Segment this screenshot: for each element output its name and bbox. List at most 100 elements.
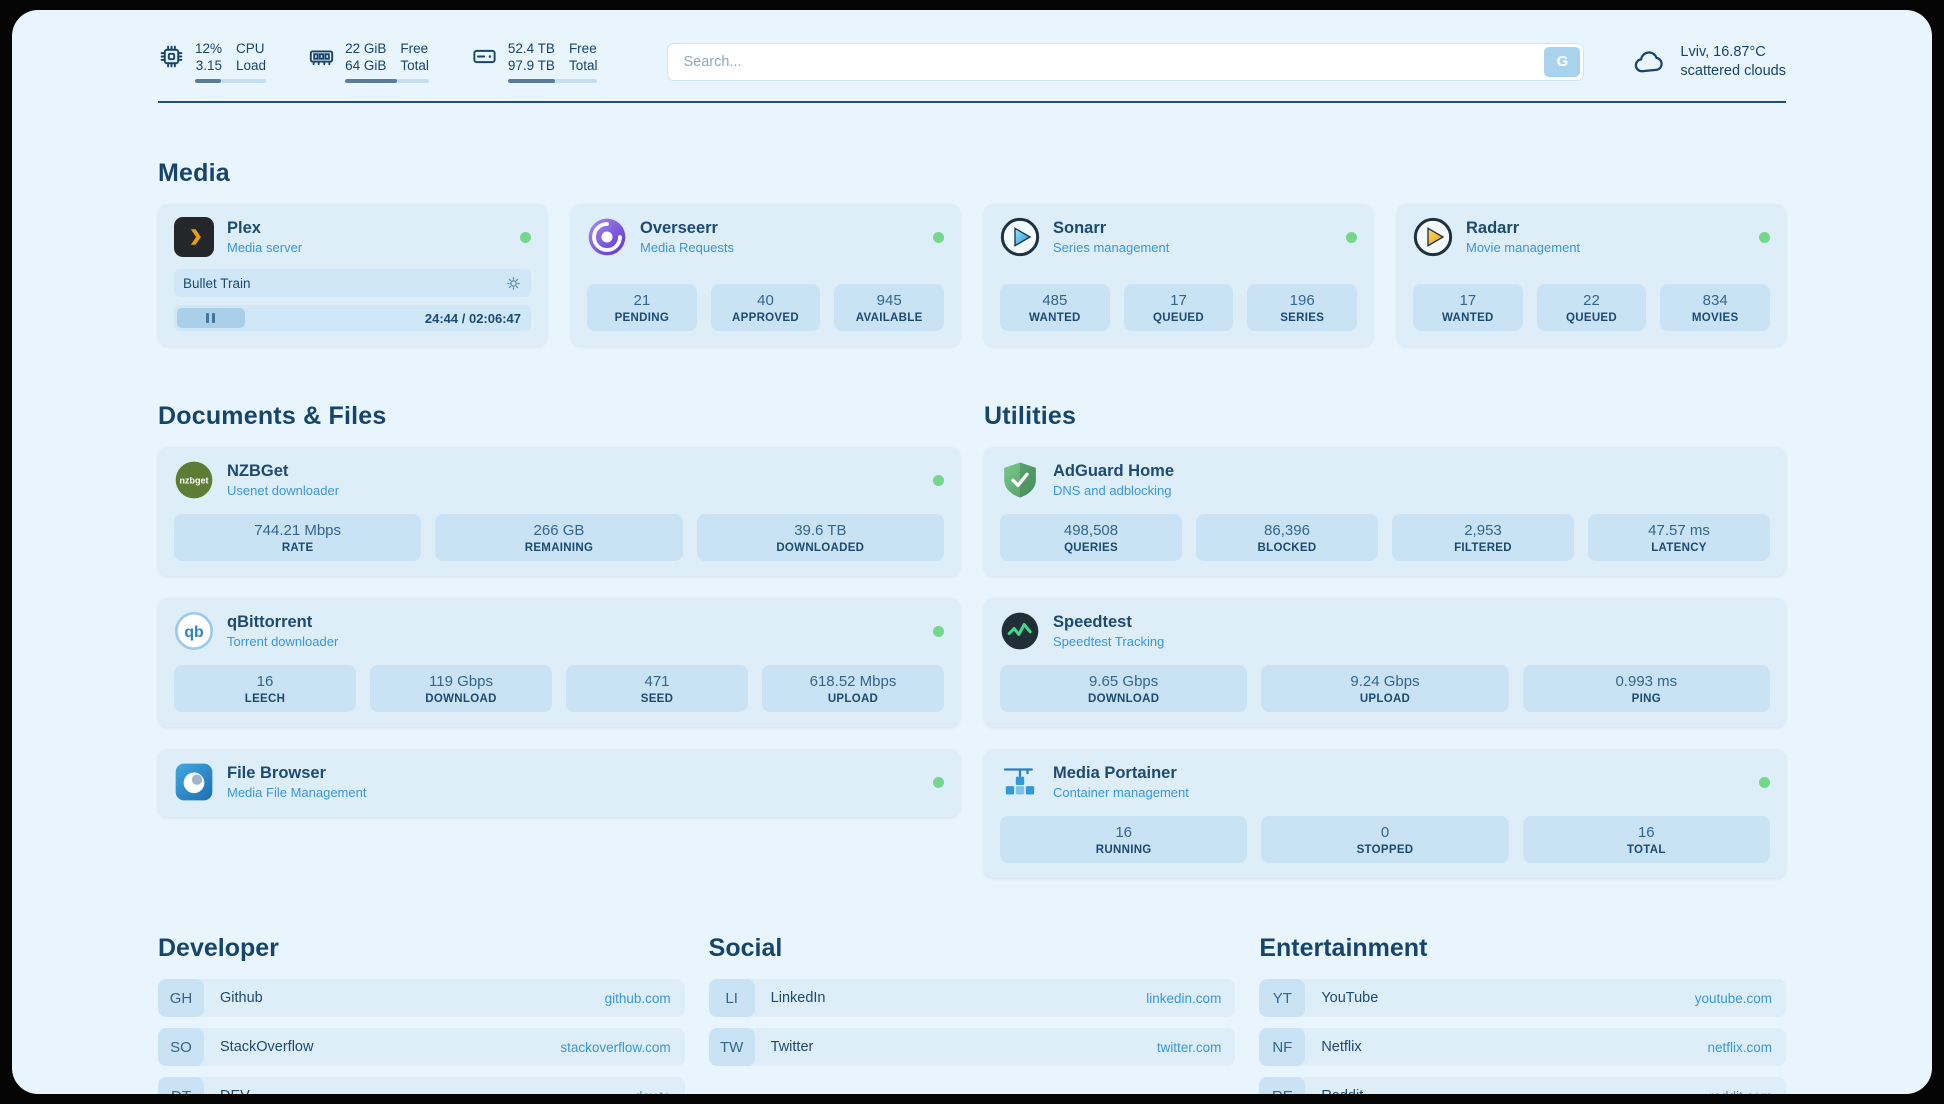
section-title-utilities: Utilities (984, 402, 1077, 430)
status-dot (933, 231, 944, 243)
service-card-overseerr[interactable]: Overseerr Media Requests 21 PENDING 40 A… (571, 204, 960, 346)
bookmark-name: LinkedIn (770, 990, 826, 1006)
plex-icon (174, 217, 214, 257)
bookmark-abbr: DT (158, 1077, 204, 1094)
portainer-icon (1000, 762, 1040, 802)
bookmark-title-entertainment: Entertainment (1259, 934, 1428, 962)
bookmark-dev[interactable]: DT DEV dev.to (158, 1077, 685, 1094)
bookmark-url: youtube.com (1694, 990, 1772, 1006)
disk-value-1: 52.4 TB (507, 41, 555, 56)
top-bar: 12% 3.15 CPU Load (158, 40, 1786, 83)
stat-downloaded: 39.6 TB DOWNLOADED (696, 514, 944, 561)
disk-label-1: Free (568, 41, 597, 56)
topbar-divider (158, 101, 1786, 103)
bookmark-name: Netflix (1321, 1039, 1362, 1055)
stat-remaining: 266 GB REMAINING (435, 514, 683, 561)
bookmark-url: github.com (604, 990, 671, 1006)
search-bar: G (667, 42, 1585, 81)
bookmark-abbr: TW (708, 1028, 755, 1066)
stat-total: 16 TOTAL (1522, 816, 1770, 863)
bookmark-url: stackoverflow.com (560, 1039, 671, 1055)
bookmark-column-social: Social LI LinkedIn linkedin.com TW Twitt… (708, 888, 1236, 1094)
service-card-portainer[interactable]: Media Portainer Container management 16 … (984, 749, 1786, 878)
bookmark-netflix[interactable]: NF Netflix netflix.com (1259, 1028, 1786, 1066)
stat-download: 119 Gbps DOWNLOAD (370, 665, 552, 712)
service-card-speedtest[interactable]: Speedtest Speedtest Tracking 9.65 Gbps D… (984, 598, 1786, 727)
cpu-label-2: Load (236, 58, 267, 73)
service-card-radarr[interactable]: Radarr Movie management 17 WANTED 22 QUE… (1397, 204, 1786, 346)
stat-upload: 9.24 Gbps UPLOAD (1261, 665, 1509, 712)
bookmark-github[interactable]: GH Github github.com (158, 979, 685, 1017)
service-name: NZBGet (227, 462, 289, 480)
service-subtitle: Series management (1053, 240, 1170, 255)
service-subtitle: Media Requests (640, 240, 734, 255)
bookmark-url: dev.to (635, 1089, 685, 1095)
playback-time: 24:44 / 02:06:47 (424, 310, 521, 326)
nzbget-icon: nzbget (174, 460, 214, 500)
weather-location: Lviv, 16.87°C (1680, 43, 1766, 60)
ram-label-1: Free (400, 41, 429, 56)
playback-progress-bar[interactable]: 24:44 / 02:06:47 (174, 305, 531, 331)
cloud-icon (1635, 50, 1664, 72)
status-dot (1346, 231, 1357, 243)
bookmark-title-social: Social (708, 934, 783, 962)
cpu-label-1: CPU (236, 41, 265, 56)
service-card-filebrowser[interactable]: File Browser Media File Management (158, 749, 960, 817)
cpu-value-2: 3.15 (195, 58, 223, 73)
bookmark-column-entertainment: Entertainment YT YouTube youtube.com NF … (1259, 888, 1786, 1094)
bookmark-youtube[interactable]: YT YouTube youtube.com (1259, 979, 1786, 1017)
documents-column: Documents & Files nzbget NZBGet U (158, 346, 960, 817)
service-name: qBittorrent (227, 613, 313, 631)
bookmark-reddit[interactable]: RE Reddit reddit.com (1259, 1077, 1786, 1094)
dashboard-frame: 12% 3.15 CPU Load (12, 10, 1932, 1094)
stat-leech: 16 LEECH (174, 665, 356, 712)
pause-icon[interactable] (177, 308, 245, 328)
stat-upload: 618.52 Mbps UPLOAD (762, 665, 944, 712)
overseerr-icon (587, 217, 627, 257)
filebrowser-icon (174, 762, 214, 802)
search-engine-button[interactable]: G (1544, 46, 1581, 77)
service-card-plex[interactable]: Plex Media server Bullet Train 24:44 / 0… (158, 204, 547, 346)
weather-condition: scattered clouds (1680, 62, 1786, 79)
qbittorrent-icon: qb (174, 611, 214, 651)
gear-icon[interactable] (505, 275, 522, 292)
sonarr-icon (1000, 217, 1040, 257)
stat-rate: 744.21 Mbps RATE (174, 514, 422, 561)
stat-wanted: 485 WANTED (1000, 284, 1110, 331)
ram-value-1: 22 GiB (345, 41, 387, 56)
stat-queued: 22 QUEUED (1536, 284, 1647, 331)
cpu-progress-bar (195, 79, 267, 83)
stat-download: 9.65 Gbps DOWNLOAD (1000, 665, 1248, 712)
service-name: Overseerr (640, 219, 718, 237)
status-dot (933, 776, 944, 788)
bookmark-linkedin[interactable]: LI LinkedIn linkedin.com (708, 979, 1236, 1017)
now-playing-title: Bullet Train (183, 275, 251, 291)
ram-value-2: 64 GiB (345, 58, 387, 73)
disk-monitor: 52.4 TB 97.9 TB Free Total (471, 40, 598, 83)
search-input[interactable] (671, 53, 1545, 70)
stat-available: 945 AVAILABLE (834, 284, 945, 331)
bookmark-stackoverflow[interactable]: SO StackOverflow stackoverflow.com (158, 1028, 685, 1066)
stat-running: 16 RUNNING (1000, 816, 1248, 863)
stat-pending: 21 PENDING (587, 284, 697, 331)
bookmark-abbr: SO (158, 1028, 204, 1066)
disk-value-2: 97.9 TB (507, 58, 555, 73)
service-card-qbittorrent[interactable]: qb qBittorrent Torrent downloader 16 LEE… (158, 598, 960, 727)
bookmark-twitter[interactable]: TW Twitter twitter.com (708, 1028, 1236, 1066)
service-card-adguard[interactable]: AdGuard Home DNS and adblocking 498,508 … (984, 447, 1786, 576)
status-dot (520, 231, 531, 243)
bookmark-name: Github (220, 990, 263, 1006)
bookmark-name: YouTube (1321, 990, 1379, 1006)
cpu-monitor: 12% 3.15 CPU Load (158, 40, 267, 83)
bookmark-name: StackOverflow (220, 1039, 314, 1055)
service-card-nzbget[interactable]: nzbget NZBGet Usenet downloader 744.21 M… (158, 447, 960, 576)
service-subtitle: Torrent downloader (227, 634, 339, 649)
service-card-sonarr[interactable]: Sonarr Series management 485 WANTED 17 Q… (984, 204, 1373, 346)
status-dot (933, 474, 944, 486)
service-subtitle: Media File Management (227, 785, 367, 800)
stat-seed: 471 SEED (566, 665, 748, 712)
ram-monitor: 22 GiB 64 GiB Free Total (308, 40, 429, 83)
ram-progress-bar (345, 79, 429, 83)
service-subtitle: Media server (227, 240, 303, 255)
service-subtitle: Speedtest Tracking (1053, 634, 1165, 649)
